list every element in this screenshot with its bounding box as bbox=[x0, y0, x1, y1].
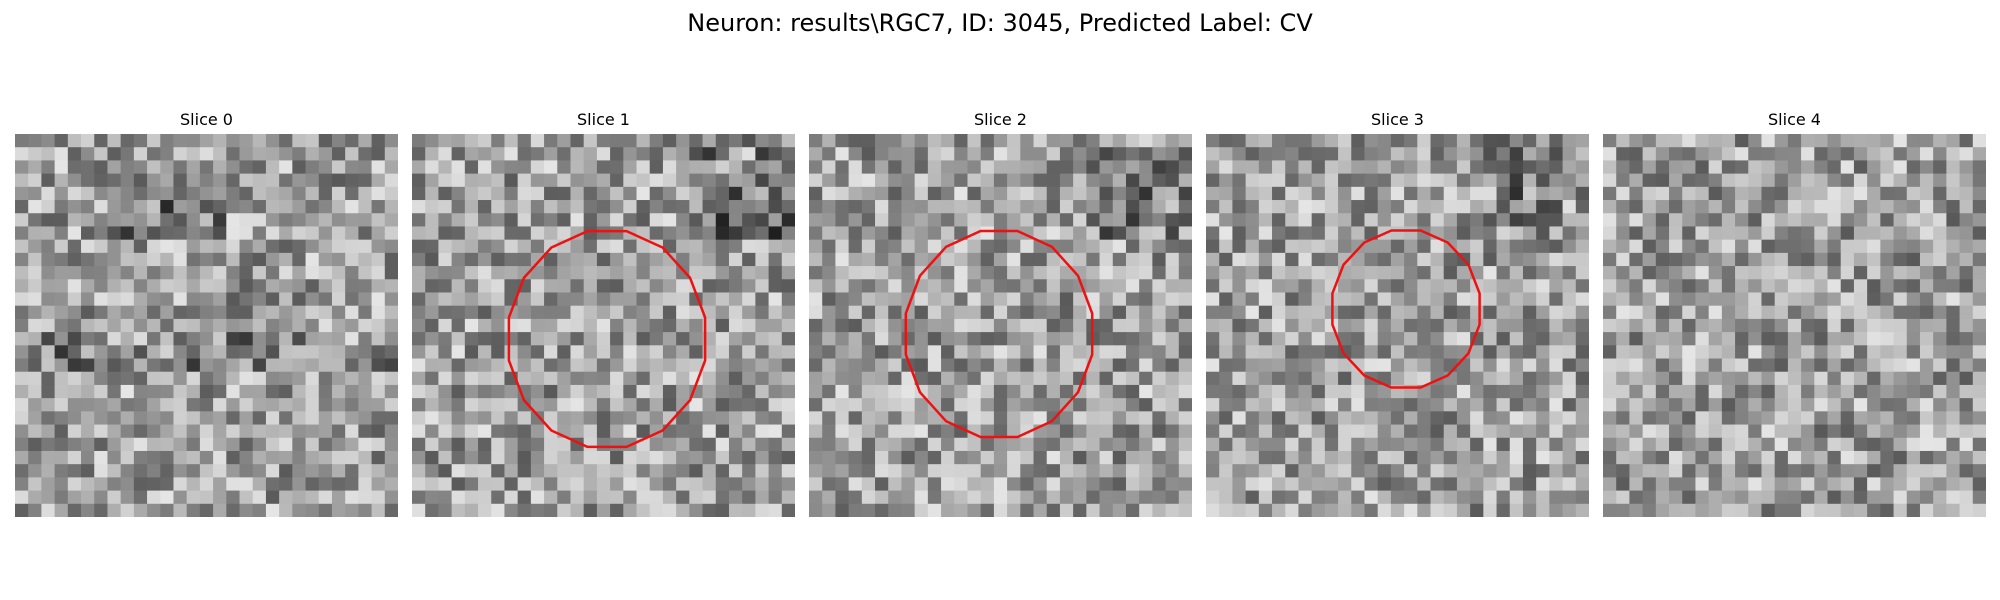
roi-contour bbox=[904, 229, 1094, 439]
pixel-grid bbox=[1206, 134, 1589, 517]
slice-image bbox=[809, 134, 1192, 517]
slice-panel-4: Slice 4 bbox=[1603, 110, 1986, 520]
slice-title: Slice 0 bbox=[180, 110, 233, 129]
slice-panel-3: Slice 3 bbox=[1206, 110, 1589, 520]
slice-image bbox=[1206, 134, 1589, 517]
roi-contour bbox=[507, 229, 707, 449]
slice-panel-0: Slice 0 bbox=[15, 110, 398, 520]
pixel-grid bbox=[809, 134, 1192, 517]
pixel-grid bbox=[15, 134, 398, 517]
slice-title: Slice 1 bbox=[577, 110, 630, 129]
slice-title: Slice 3 bbox=[1371, 110, 1424, 129]
slice-image bbox=[1603, 134, 1986, 517]
slice-panel-2: Slice 2 bbox=[809, 110, 1192, 520]
pixel-grid bbox=[1603, 134, 1986, 517]
slice-title: Slice 4 bbox=[1768, 110, 1821, 129]
pixel-grid bbox=[412, 134, 795, 517]
slice-image bbox=[412, 134, 795, 517]
slice-title: Slice 2 bbox=[974, 110, 1027, 129]
slice-image bbox=[15, 134, 398, 517]
figure-title: Neuron: results\RGC7, ID: 3045, Predicte… bbox=[687, 9, 1313, 37]
roi-contour bbox=[1331, 229, 1481, 389]
slice-panel-1: Slice 1 bbox=[412, 110, 795, 520]
